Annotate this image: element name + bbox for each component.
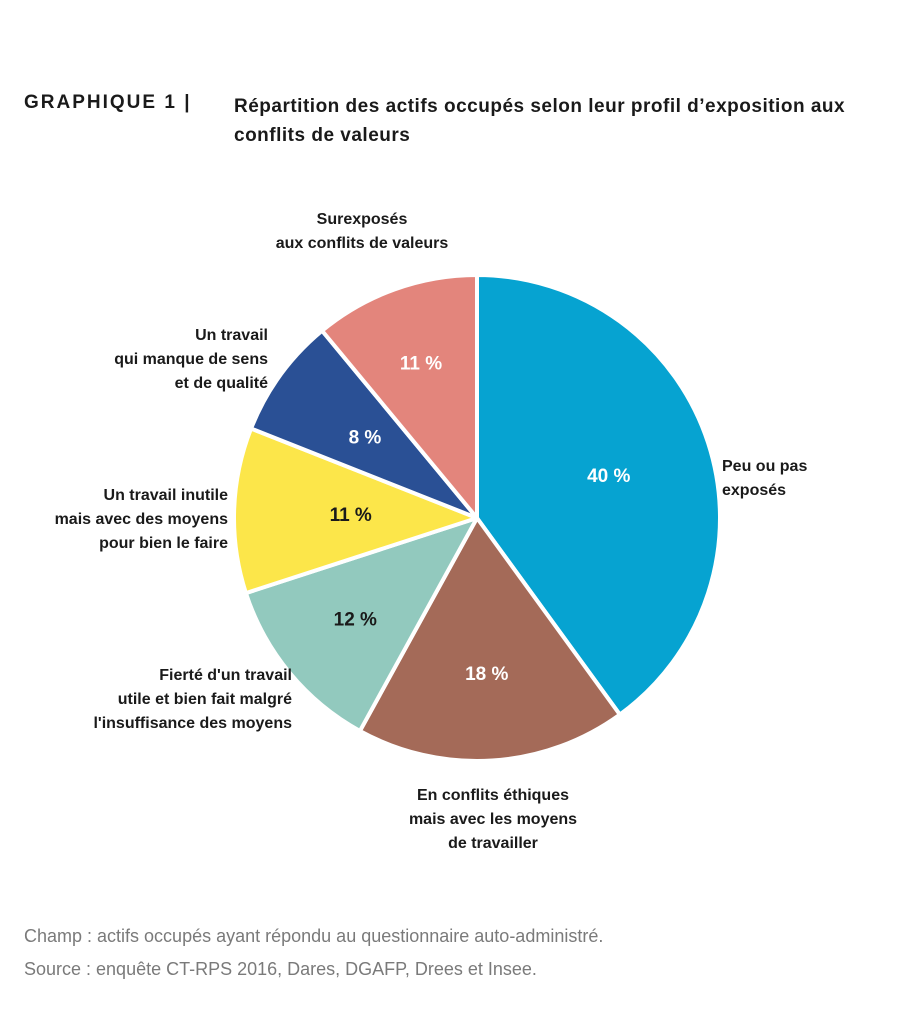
slice-category-label: Un travail: [195, 327, 268, 344]
slice-category-label: l'insuffisance des moyens: [93, 715, 292, 732]
slice-category-label: En conflits éthiques: [417, 787, 569, 804]
pie-chart: 40 % Peu ou pas exposés 18 % En conflits éth…: [55, 211, 808, 852]
slice-category-label: et de qualité: [175, 375, 268, 392]
pie-slice: [320, 273, 479, 520]
pie-slice: [243, 516, 479, 733]
pie-slice: [475, 273, 722, 717]
slice-percentage-label: 18 %: [465, 664, 508, 685]
slice-category-label: mais avec des moyens: [55, 511, 229, 528]
slice-category-label: de travailler: [448, 835, 538, 852]
pie-slice: [249, 328, 479, 520]
slice-percentage-label: 8 %: [349, 428, 382, 449]
slice-percentage-label: 12 %: [334, 610, 377, 631]
source-note: Source : enquête CT-RPS 2016, Dares, DGA…: [24, 959, 537, 979]
slice-category-label: aux conflits de valeurs: [276, 235, 449, 252]
footnotes: Champ : actifs occupés ayant répondu au …: [24, 920, 603, 986]
slice-category-label: qui manque de sens: [114, 351, 268, 368]
champ-note: Champ : actifs occupés ayant répondu au …: [24, 926, 604, 946]
slice-category-label: pour bien le faire: [99, 535, 228, 552]
slice-category-label: mais avec les moyens: [409, 811, 577, 828]
slice-category-label: Fierté d'un travail: [159, 667, 292, 684]
slice-category-label: exposés: [722, 482, 786, 499]
slice-percentage-label: 11 %: [330, 505, 372, 526]
slice-category-label: Peu ou pas: [722, 458, 807, 475]
slice-percentage-label: 11 %: [400, 354, 442, 375]
chart-number-label: GRAPHIQUE 1 |: [24, 92, 192, 113]
slice-category-label: Un travail inutile: [104, 487, 229, 504]
slice-category-label: Surexposés: [317, 211, 408, 228]
pie-slice: [232, 426, 479, 596]
slice-percentage-label: 40 %: [587, 466, 630, 487]
slice-category-label: utile et bien fait malgré: [118, 691, 292, 708]
pie-slice: [357, 516, 622, 763]
chart-title: Répartition des actifs occupés selon leu…: [234, 96, 846, 146]
